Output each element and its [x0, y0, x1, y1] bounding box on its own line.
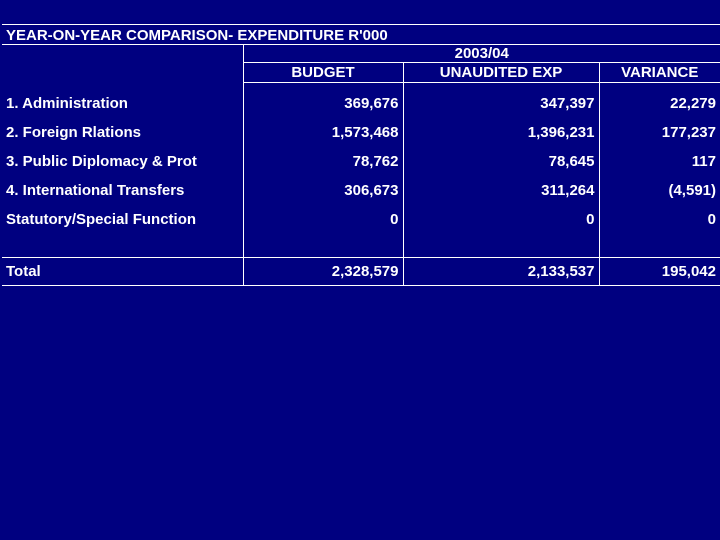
total-budget: 2,328,579 [242, 257, 403, 286]
total-row: Total 2,328,579 2,133,537 195,042 [2, 257, 720, 286]
budget-value: 78,762 [242, 146, 403, 176]
row-label: 4. International Transfers [6, 181, 185, 199]
unaudited-value: 0 [402, 204, 599, 234]
spacer-row [2, 233, 720, 258]
column-header-variance: VARIANCE [598, 62, 720, 83]
variance-value: 22,279 [598, 88, 720, 118]
blank-header-cell [2, 63, 243, 83]
column-header-unaudited: UNAUDITED EXP [402, 62, 599, 83]
total-variance: 195,042 [598, 257, 720, 286]
table-row: Statutory/Special Function 0 0 0 [2, 204, 720, 234]
table-row: 1. Administration 369,676 347,397 22,279 [2, 88, 720, 118]
table-row: 4. International Transfers 306,673 311,2… [2, 175, 720, 205]
spacer-row [2, 82, 720, 89]
unaudited-value: 311,264 [402, 175, 599, 205]
blank-header-cell [2, 44, 243, 63]
column-header-row: BUDGET UNAUDITED EXP VARIANCE [2, 62, 720, 83]
column-header-budget: BUDGET [242, 62, 403, 83]
row-label: Statutory/Special Function [6, 210, 197, 228]
budget-value: 1,573,468 [242, 117, 403, 147]
variance-value: 0 [598, 204, 720, 234]
table-row: 3. Public Diplomacy & Prot 78,762 78,645… [2, 146, 720, 176]
unaudited-value: 78,645 [402, 146, 599, 176]
table-title: YEAR-ON-YEAR COMPARISON- EXPENDITURE R'0… [2, 24, 720, 45]
budget-value: 369,676 [242, 88, 403, 118]
row-label: 1. Administration [6, 94, 128, 112]
period-header: 2003/04 [242, 44, 720, 63]
variance-value: 177,237 [598, 117, 720, 147]
variance-value: (4,591) [598, 175, 720, 205]
unaudited-value: 347,397 [402, 88, 599, 118]
row-label: 2. Foreign Rlations [6, 123, 142, 141]
total-label: Total [2, 257, 243, 286]
budget-value: 0 [242, 204, 403, 234]
row-label: 3. Public Diplomacy & Prot [6, 152, 197, 170]
total-unaudited: 2,133,537 [402, 257, 599, 286]
expenditure-table: YEAR-ON-YEAR COMPARISON- EXPENDITURE R'0… [2, 24, 720, 286]
unaudited-value: 1,396,231 [402, 117, 599, 147]
title-row: YEAR-ON-YEAR COMPARISON- EXPENDITURE R'0… [2, 24, 720, 45]
budget-value: 306,673 [242, 175, 403, 205]
variance-value: 117 [598, 146, 720, 176]
year-row: 2003/04 [2, 44, 720, 63]
table-row: 2. Foreign Rlations 1,573,468 1,396,231 … [2, 117, 720, 147]
